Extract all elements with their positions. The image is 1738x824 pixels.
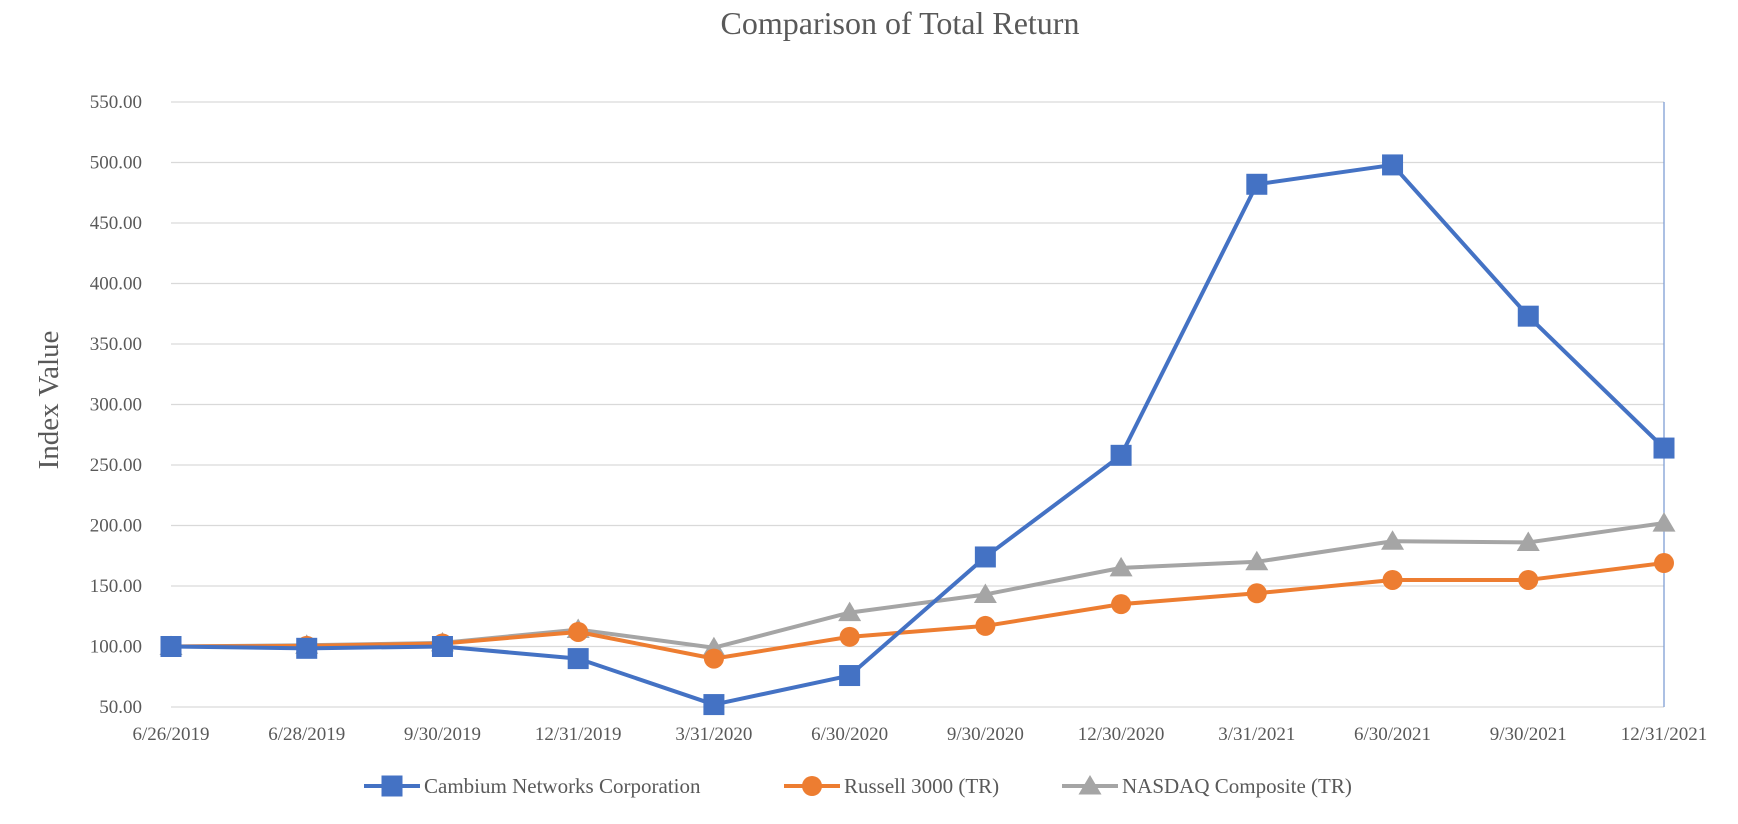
data-point <box>839 665 861 687</box>
gridlines <box>171 101 1664 648</box>
y-axis-title: Index Value <box>33 331 65 470</box>
legend-swatch-marker <box>1078 775 1102 795</box>
data-point <box>703 694 725 716</box>
data-point <box>1652 512 1676 532</box>
x-tick-label: 9/30/2021 <box>1490 724 1567 745</box>
legend-label: NASDAQ Composite (TR) <box>1122 774 1352 798</box>
data-point <box>973 583 997 603</box>
y-tick-label: 550.00 <box>90 92 142 113</box>
data-point <box>1518 569 1539 590</box>
x-tick-label: 6/26/2019 <box>132 724 209 745</box>
data-point <box>974 546 996 568</box>
x-tick-label: 6/30/2020 <box>811 724 888 745</box>
legend-item: NASDAQ Composite (TR) <box>1062 774 1352 798</box>
data-point <box>1246 583 1267 604</box>
series-circle-group <box>161 553 1674 669</box>
data-point <box>1245 550 1269 571</box>
x-tick-label: 6/28/2019 <box>268 724 345 745</box>
data-point <box>1246 173 1268 195</box>
legend-label: Russell 3000 (TR) <box>844 774 999 798</box>
data-point <box>1517 305 1539 327</box>
series-triangle-group <box>159 512 1676 657</box>
y-tick-label: 500.00 <box>90 153 142 174</box>
x-tick-label: 12/31/2021 <box>1621 724 1708 745</box>
series-square-group <box>160 154 1675 716</box>
data-point <box>839 626 860 647</box>
data-point <box>1382 154 1404 176</box>
axes: 50.00 100.00 150.00 200.00 250.00 300.00 350.0… <box>90 92 1708 745</box>
data-point <box>1654 553 1674 574</box>
series-line <box>169 561 1666 661</box>
y-tick-label: 300.00 <box>90 395 142 416</box>
data-point <box>567 648 589 670</box>
legend-swatch-marker <box>802 776 822 796</box>
data-point <box>703 648 724 669</box>
y-tick-label: 150.00 <box>90 576 142 597</box>
data-point <box>1111 594 1132 615</box>
data-point <box>838 601 862 622</box>
y-tick-label: 350.00 <box>90 334 142 355</box>
y-tick-label: 450.00 <box>90 213 142 234</box>
data-point <box>1381 530 1405 550</box>
data-point <box>431 636 453 657</box>
x-tick-label: 9/30/2019 <box>404 724 481 745</box>
legend: Cambium Networks Corporation Russell 3000… <box>364 774 1352 798</box>
y-tick-label: 400.00 <box>90 274 142 295</box>
series-lines <box>159 154 1676 716</box>
data-point <box>1382 569 1403 590</box>
data-point <box>568 621 589 642</box>
x-tick-label: 3/31/2020 <box>675 724 752 745</box>
data-point <box>1653 437 1675 459</box>
legend-item: Cambium Networks Corporation <box>364 774 701 798</box>
x-tick-label: 12/30/2020 <box>1078 724 1165 745</box>
legend-swatch-marker <box>381 775 403 797</box>
data-point <box>1109 556 1133 577</box>
data-point <box>1110 444 1132 466</box>
legend-item: Russell 3000 (TR) <box>784 774 999 798</box>
chart-title: Comparison of Total Return <box>721 5 1080 41</box>
y-tick-label: 200.00 <box>90 516 142 537</box>
x-tick-label: 3/31/2021 <box>1218 724 1295 745</box>
y-tick-label: 100.00 <box>90 637 142 658</box>
y-tick-label: 50.00 <box>99 697 142 718</box>
legend-label: Cambium Networks Corporation <box>424 774 701 798</box>
data-point <box>296 637 318 659</box>
data-point <box>160 636 182 657</box>
data-point <box>975 615 996 636</box>
x-tick-label: 6/30/2021 <box>1354 724 1431 745</box>
series-line <box>169 162 1666 707</box>
x-tick-label: 9/30/2020 <box>947 724 1024 745</box>
x-tick-label: 12/31/2019 <box>535 724 622 745</box>
data-point <box>1516 531 1540 551</box>
y-tick-label: 250.00 <box>90 455 142 476</box>
